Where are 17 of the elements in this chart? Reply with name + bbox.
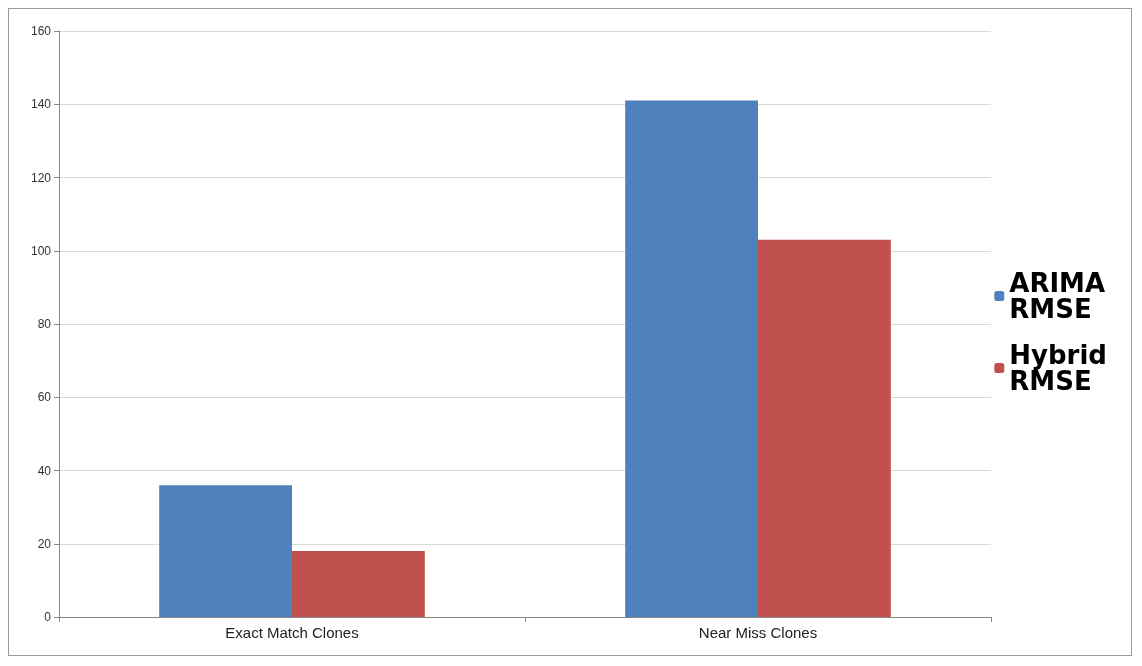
y-tick-label: 80 [37, 317, 52, 331]
y-tick-label: 0 [44, 610, 52, 624]
bar [758, 239, 891, 617]
y-tick-label: 40 [37, 463, 52, 478]
y-tick-label: 20 [37, 536, 52, 551]
legend-label: ARIMA RMSE [1009, 268, 1115, 324]
bar [159, 485, 292, 617]
bar [292, 551, 425, 617]
y-tick-label: 160 [30, 24, 52, 38]
y-tick-label: 100 [30, 243, 52, 258]
bar [625, 100, 758, 617]
x-tick-label: Exact Match Clones [225, 624, 359, 641]
x-tick-label: Near Miss Clones [698, 624, 818, 641]
y-tick-label: 60 [37, 390, 52, 405]
y-tick-label: 140 [30, 97, 52, 112]
legend-label: Hybrid RMSE [1009, 340, 1116, 396]
y-tick-label: 120 [30, 170, 52, 185]
